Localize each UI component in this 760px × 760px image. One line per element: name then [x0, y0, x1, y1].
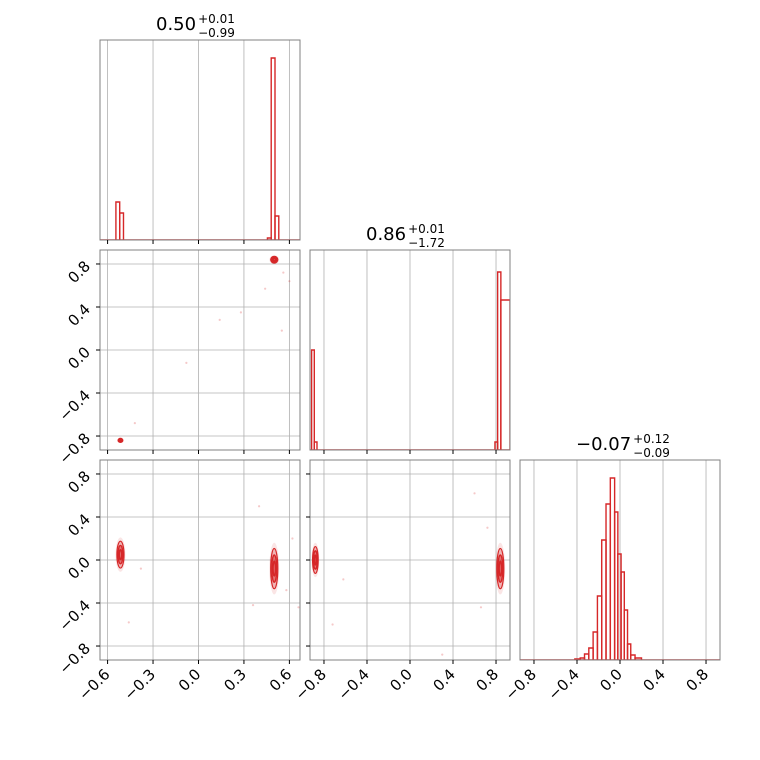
scatter-point: [216, 661, 218, 663]
title-minus: −0.09: [633, 446, 670, 460]
x-tick-label: 0.3: [220, 665, 250, 695]
scatter-point: [185, 361, 188, 365]
contour-inner: [272, 560, 277, 577]
x-tick-label: 0.8: [682, 665, 712, 695]
x-tick-label: 0.0: [386, 665, 416, 695]
y-tick-label: 0.4: [64, 510, 94, 540]
histogram-bar: [626, 643, 632, 660]
histogram-panel: [519, 459, 721, 664]
scatter-point: [486, 526, 489, 529]
histogram-bar: [270, 57, 276, 240]
x-tick-label: −0.8: [501, 665, 539, 703]
title-plus: +0.12: [633, 432, 670, 446]
y-tick-label: −0.4: [56, 386, 94, 424]
y-tick-label: 0.8: [64, 257, 94, 287]
histogram-bar: [623, 609, 629, 660]
x-tick-label: 0.4: [429, 665, 459, 695]
histogram-bar: [500, 299, 510, 450]
histogram-bar: [313, 441, 318, 450]
y-tick-label: −0.8: [56, 429, 94, 467]
histogram-panel: [309, 249, 511, 454]
panel-border: [99, 39, 301, 241]
title-plus: +0.01: [198, 12, 235, 26]
scatter-point: [239, 311, 243, 314]
scatter-point: [218, 318, 221, 321]
contour-panel: [96, 459, 301, 664]
histogram-panel: [99, 39, 301, 244]
x-tick-label: 0.4: [639, 665, 669, 695]
scatter-point: [264, 287, 267, 290]
contour-inner: [272, 257, 277, 262]
title-plus: +0.01: [408, 222, 445, 236]
x-tick-label: −0.6: [75, 665, 113, 703]
scatter-point: [288, 280, 291, 283]
contour-inner: [498, 560, 503, 577]
x-tick-label: −0.8: [291, 665, 329, 703]
panel-title: 0.86 +0.01−1.72: [366, 222, 445, 250]
contour-inner: [118, 548, 123, 561]
contour-inner: [313, 554, 318, 566]
scatter-point: [342, 578, 345, 581]
scatter-point: [251, 604, 255, 607]
x-tick-label: 0.0: [175, 665, 205, 695]
scatter-point: [473, 492, 476, 495]
x-tick-label: 0.8: [472, 665, 502, 695]
x-tick-label: −0.4: [335, 665, 373, 703]
panel-title: 0.50 +0.01−0.99: [156, 12, 235, 40]
scatter-point: [291, 537, 294, 540]
title-median: −0.07: [576, 434, 631, 455]
scatter-point: [441, 653, 444, 656]
scatter-point: [285, 589, 288, 592]
y-tick-label: −0.8: [56, 639, 94, 677]
scatter-point: [257, 505, 261, 508]
panel-title: −0.07 +0.12−0.09: [576, 432, 670, 460]
title-minus: −1.72: [408, 236, 445, 250]
contour-panel: [96, 249, 301, 454]
title-median: 0.86: [366, 224, 406, 245]
title-minus: −0.99: [198, 26, 235, 40]
x-tick-label: −0.4: [545, 665, 583, 703]
y-tick-label: 0.4: [64, 300, 94, 330]
scatter-point: [422, 661, 424, 663]
y-tick-label: −0.4: [56, 596, 94, 634]
contour-panel: [306, 459, 511, 664]
y-tick-label: 0.0: [64, 343, 94, 373]
histogram-bar: [118, 212, 125, 240]
y-tick-label: 0.0: [64, 553, 94, 583]
title-median: 0.50: [156, 14, 196, 35]
scatter-point: [282, 271, 285, 274]
scatter-point: [127, 621, 130, 624]
contour-inner: [118, 438, 123, 442]
scatter-point: [280, 329, 283, 332]
y-tick-label: 0.8: [64, 467, 94, 497]
histogram-bar: [310, 349, 316, 450]
scatter-point: [297, 606, 300, 609]
scatter-point: [331, 623, 334, 626]
scatter-point: [133, 422, 136, 425]
x-tick-label: 0.0: [596, 665, 626, 695]
x-tick-label: −0.3: [121, 665, 159, 703]
histogram-bar: [274, 215, 280, 240]
scatter-point: [479, 606, 483, 609]
histogram-bar: [634, 657, 643, 660]
scatter-point: [139, 567, 143, 570]
